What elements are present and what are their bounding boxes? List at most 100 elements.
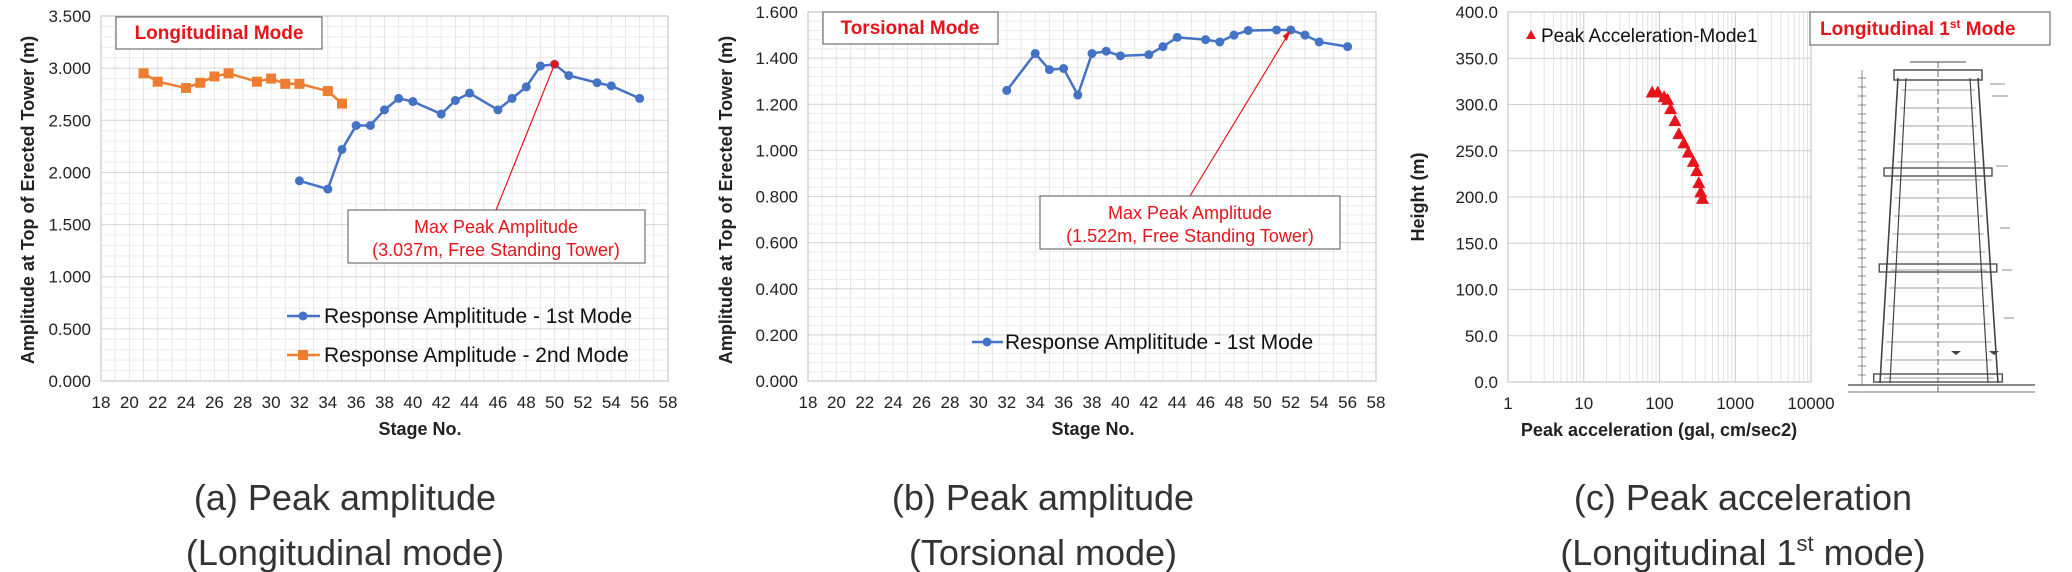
x-tick-label: 36 xyxy=(347,393,366,412)
data-point-circle xyxy=(1044,65,1054,75)
data-point-circle xyxy=(1243,25,1253,35)
x-tick-label: 1 xyxy=(1503,394,1512,413)
x-tick-label: 22 xyxy=(148,393,167,412)
y-tick-label: 0.600 xyxy=(755,234,798,253)
x-tick-label: 22 xyxy=(855,393,874,412)
annotation-line2: (3.037m, Free Standing Tower) xyxy=(372,240,620,260)
caption-c-line2: (Longitudinal 1st mode) xyxy=(1560,531,1925,572)
legend-label: Peak Acceleration-Mode1 xyxy=(1541,26,1758,47)
data-point-triangle xyxy=(1677,136,1691,149)
series-group xyxy=(1002,25,1353,100)
data-point-triangle xyxy=(1692,176,1706,189)
data-point-circle xyxy=(606,81,616,91)
caption-b-line1: (b) Peak amplitude xyxy=(892,477,1194,518)
annotation-arrowhead xyxy=(1282,29,1291,41)
data-point-triangle xyxy=(1668,114,1682,127)
mode-label: Longitudinal Mode xyxy=(135,23,304,44)
caption-b-line2: (Torsional mode) xyxy=(909,532,1177,572)
x-tick-label: 28 xyxy=(233,393,252,412)
y-tick-labels: 0.000 0.200 0.400 0.600 0.800 1.000 1.200 1.400… xyxy=(755,3,798,391)
y-axis-title: Amplitude at Top of Erected Tower (m) xyxy=(18,36,38,364)
y-tick-label: 1.200 xyxy=(755,95,798,114)
x-tick-label: 38 xyxy=(1083,393,1102,412)
y-tick-label: 0.0 xyxy=(1474,373,1498,392)
y-axis-title: Height (m) xyxy=(1408,153,1428,242)
x-tick-label: 52 xyxy=(1281,393,1300,412)
data-point-circle xyxy=(323,184,333,194)
x-tick-label: 50 xyxy=(1253,393,1272,412)
plot-border xyxy=(807,11,1377,382)
x-tick-label: 34 xyxy=(318,393,337,412)
tower-level-marker xyxy=(1989,351,1999,355)
y-tick-label: 200.0 xyxy=(1455,188,1498,207)
data-point-circle xyxy=(535,61,545,71)
data-point-circle xyxy=(394,93,404,103)
y-tick-label: 1.000 xyxy=(48,268,91,287)
legend-label-2nd: Response Amplitude - 2nd Mode xyxy=(324,344,629,367)
y-tick-label: 2.500 xyxy=(48,111,91,130)
annotation-leader xyxy=(1189,29,1292,197)
x-tick-label: 42 xyxy=(432,393,451,412)
tower-leg-right-outer xyxy=(1977,77,1999,384)
x-tick-label: 24 xyxy=(884,393,903,412)
y-tick-label: 0.000 xyxy=(48,372,91,391)
data-point-circle xyxy=(1158,42,1168,52)
data-point-circle xyxy=(294,176,304,186)
chart-torsional: 18 20 22 24 26 28 30 32 34 36 38 40 42 44 46 48 50 52 54 56… xyxy=(716,3,1385,439)
y-tick-label: 1.600 xyxy=(755,3,798,22)
x-tick-label: 44 xyxy=(460,393,479,412)
x-tick-label: 58 xyxy=(659,393,678,412)
y-tick-label: 0.800 xyxy=(755,188,798,207)
plot-border xyxy=(1507,11,1812,383)
legend: Response Amplititude - 1st Mode Response… xyxy=(287,305,632,367)
x-tick-label: 44 xyxy=(1168,393,1187,412)
y-tick-label: 350.0 xyxy=(1455,49,1498,68)
legend-label-1st: Response Amplititude - 1st Mode xyxy=(1005,331,1313,354)
x-tick-label: 20 xyxy=(120,393,139,412)
caption-a-line2: (Longitudinal mode) xyxy=(186,532,504,572)
x-tick-labels: 18 20 22 24 26 28 30 32 34 36 38 40 42 44 46 48 50 52 54 56… xyxy=(92,393,678,412)
legend-label-1st: Response Amplititude - 1st Mode xyxy=(324,305,632,328)
legend-marker-2nd xyxy=(298,350,308,360)
x-tick-label: 40 xyxy=(403,393,422,412)
data-point-circle xyxy=(1229,30,1239,40)
data-point-square xyxy=(336,98,347,109)
data-point-triangle xyxy=(1690,164,1704,177)
tower-leg-right-inner xyxy=(1969,77,1989,384)
data-point-circle xyxy=(1201,35,1211,45)
data-point-triangle xyxy=(1651,85,1665,98)
data-point-square xyxy=(266,73,277,84)
data-point-circle xyxy=(592,78,602,88)
x-tick-label: 36 xyxy=(1054,393,1073,412)
annotation-leader xyxy=(495,64,556,211)
x-tick-label: 32 xyxy=(997,393,1016,412)
data-point-square xyxy=(223,68,234,79)
data-point-circle xyxy=(1073,90,1083,100)
data-point-triangle xyxy=(1664,102,1678,115)
data-point-square xyxy=(138,68,149,79)
annotation-line1: Max Peak Amplitude xyxy=(414,217,578,237)
annotation-line2: (1.522m, Free Standing Tower) xyxy=(1066,226,1314,246)
data-point-circle xyxy=(1002,85,1012,95)
x-tick-label: 46 xyxy=(1196,393,1215,412)
x-tick-label: 10000 xyxy=(1787,394,1834,413)
y-tick-label: 3.000 xyxy=(48,59,91,78)
data-point-circle xyxy=(337,144,347,154)
mode-label: Torsional Mode xyxy=(841,18,980,39)
x-tick-label: 56 xyxy=(630,393,649,412)
data-point-circle xyxy=(365,121,375,130)
x-tick-label: 34 xyxy=(1026,393,1045,412)
x-tick-label: 38 xyxy=(375,393,394,412)
data-point-square xyxy=(152,76,163,87)
plot-border xyxy=(100,15,669,382)
data-point-triangle xyxy=(1661,92,1675,105)
data-point-circle xyxy=(1087,49,1097,59)
data-point-circle xyxy=(1101,46,1111,56)
legend-marker-triangle xyxy=(1526,30,1536,39)
x-tick-label: 100 xyxy=(1645,394,1673,413)
data-point-square xyxy=(181,82,192,93)
annotation-box xyxy=(1039,195,1341,250)
x-tick-label: 32 xyxy=(290,393,309,412)
data-point-circle xyxy=(1059,64,1069,74)
